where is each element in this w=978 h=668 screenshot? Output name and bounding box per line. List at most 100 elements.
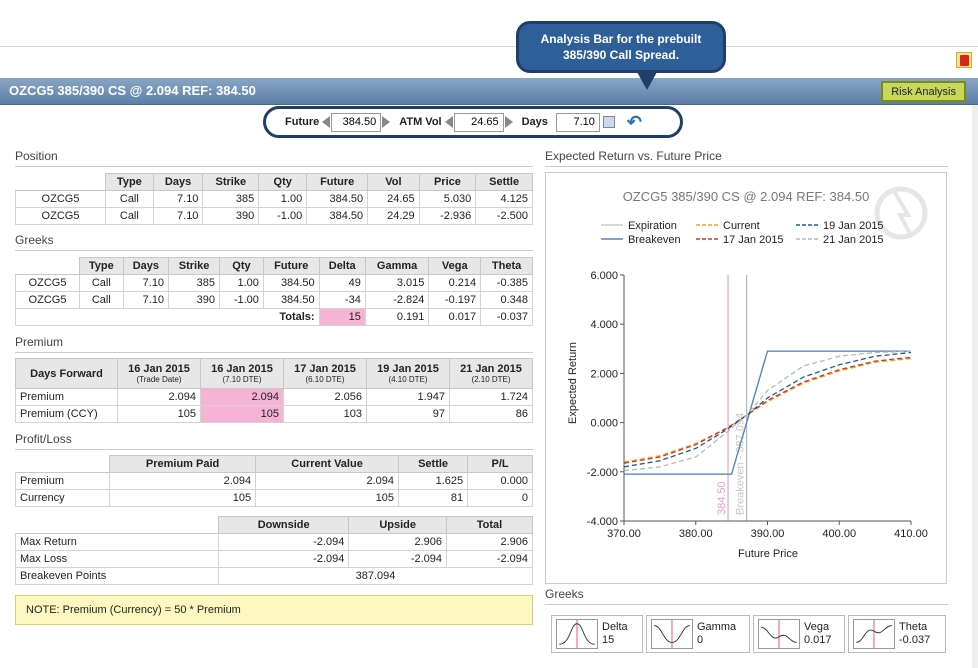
premium-corner-header: Days Forward (15, 358, 118, 389)
position-cell: 384.50 (306, 190, 369, 208)
series-line (623, 357, 912, 463)
greeks-col-header: Delta (318, 257, 366, 275)
legend-label: 17 Jan 2015 (723, 234, 784, 246)
table-row: Premium 2.094 2.094 2.056 1.947 1.724 (15, 388, 533, 406)
callout-line-1: Analysis Bar for the prebuilt (540, 32, 702, 46)
position-cell: Call (105, 190, 154, 208)
reference-price-label: 384.50 (716, 481, 728, 515)
atmvol-input[interactable] (453, 112, 504, 132)
days-input[interactable] (555, 112, 600, 132)
greeks-mini-heading: Greeks (545, 587, 584, 601)
legend-label: Expiration (628, 220, 677, 232)
premium-cell: 86 (449, 405, 533, 423)
premium-cell: 1.724 (449, 388, 533, 406)
profitloss-row-label: Currency (15, 489, 110, 507)
greek-vega-card[interactable]: Vega 0.017 (753, 615, 845, 653)
gamma-curve-icon (651, 619, 693, 649)
future-input[interactable] (331, 112, 382, 132)
greeks-cell: OZCG5 (15, 291, 80, 309)
y-tick-label: 4.000 (590, 319, 618, 331)
greeks-cell: Call (79, 291, 124, 309)
table-row: Premium (CCY) 105 105 103 97 86 (15, 405, 533, 423)
totals-theta: -0.037 (480, 308, 533, 326)
position-cell: 24.65 (367, 190, 420, 208)
returns-cell: -2.094 (217, 533, 350, 551)
position-cell: OZCG5 (15, 190, 106, 208)
series-line (624, 350, 911, 475)
totals-row: Totals: 15 0.191 0.017 -0.037 (15, 308, 533, 326)
series-line (623, 351, 912, 468)
premium-cell: 103 (283, 405, 367, 423)
divider (15, 449, 533, 450)
greeks-cell: 384.50 (262, 291, 320, 309)
greeks-col-header: Type (79, 257, 124, 275)
premium-cell: 2.056 (283, 388, 367, 406)
divider (15, 352, 533, 353)
reset-icon[interactable]: ↶ (626, 111, 642, 132)
position-cell: -1.00 (258, 207, 308, 225)
position-cell: -2.936 (418, 207, 477, 225)
position-col-header: Settle (475, 173, 533, 191)
greeks-cell: 390 (168, 291, 221, 309)
greek-theta-card[interactable]: Theta -0.037 (848, 615, 946, 653)
returns-row-label: Max Loss (15, 550, 219, 568)
divider (15, 250, 533, 251)
premium-row-label: Premium (CCY) (15, 405, 118, 423)
atmvol-increase-icon[interactable] (504, 116, 513, 128)
position-cell: 4.125 (475, 190, 533, 208)
premium-col-date: 21 Jan 2015 (460, 363, 522, 375)
atmvol-decrease-icon[interactable] (444, 116, 453, 128)
returns-row-label: Max Return (15, 533, 219, 551)
future-decrease-icon[interactable] (322, 116, 331, 128)
greeks-col-header: Future (262, 257, 320, 275)
chart-marks: 384.50 Breakeven - 387.094 (623, 275, 912, 521)
position-cell: 1.00 (258, 190, 308, 208)
premium-col-header: 17 Jan 2015 (6.10 DTE) (283, 358, 367, 389)
returns-col-header: Upside (348, 516, 448, 534)
chart-section-heading: Expected Return vs. Future Price (545, 149, 722, 163)
premium-table: Days Forward 16 Jan 2015 (Trade Date) 16 … (15, 358, 533, 423)
greeks-cell: 7.10 (122, 274, 170, 292)
greeks-cell: Call (79, 274, 124, 292)
profitloss-cell: 0 (467, 489, 533, 507)
risk-analysis-button[interactable]: Risk Analysis (881, 81, 966, 102)
greek-name: Theta (899, 621, 928, 633)
atmvol-label: ATM Vol (399, 116, 442, 128)
totals-vega: 0.017 (428, 308, 482, 326)
totals-gamma: 0.191 (364, 308, 430, 326)
scrollbar[interactable] (972, 105, 978, 668)
calendar-icon[interactable] (602, 116, 615, 128)
chart-axes: -4.000 -2.000 0.000 2.000 4.000 6.000 370.00 38… (587, 270, 928, 540)
x-tick-label: 410.00 (894, 528, 928, 540)
position-cell: 5.030 (418, 190, 477, 208)
watermark-logo (874, 186, 928, 240)
y-tick-label: 0.000 (590, 418, 618, 430)
profitloss-row-label: Premium (15, 472, 110, 490)
returns-col-header (15, 516, 219, 534)
greek-gamma-card[interactable]: Gamma 0 (646, 615, 750, 653)
table-row: Max Loss -2.094 -2.094 -2.094 (15, 550, 533, 568)
analysis-bar-highlight (263, 106, 683, 138)
position-col-header: Price (418, 173, 477, 191)
vega-curve-icon (758, 619, 800, 649)
premium-col-date: 17 Jan 2015 (294, 363, 356, 375)
totals-delta: 15 (318, 308, 366, 326)
delta-curve-icon (556, 619, 598, 649)
greeks-cell: 384.50 (262, 274, 320, 292)
greek-value: 0 (697, 634, 704, 646)
profitloss-col-header: Settle (398, 455, 469, 473)
position-col-header: Qty (258, 173, 308, 191)
divider (545, 166, 948, 167)
y-axis-label: Expected Return (567, 342, 579, 424)
greek-value: -0.037 (899, 634, 931, 646)
top-strip (0, 46, 978, 76)
profitloss-heading: Profit/Loss (15, 432, 72, 446)
legend-label: 21 Jan 2015 (823, 234, 884, 246)
pdf-export-icon[interactable] (956, 52, 972, 68)
greek-delta-card[interactable]: Delta 15 (551, 615, 643, 653)
position-col-header: Type (105, 173, 154, 191)
x-tick-label: 370.00 (607, 528, 641, 540)
future-increase-icon[interactable] (382, 116, 391, 128)
position-col-header: Strike (202, 173, 260, 191)
greeks-cell: 0.214 (428, 274, 482, 292)
